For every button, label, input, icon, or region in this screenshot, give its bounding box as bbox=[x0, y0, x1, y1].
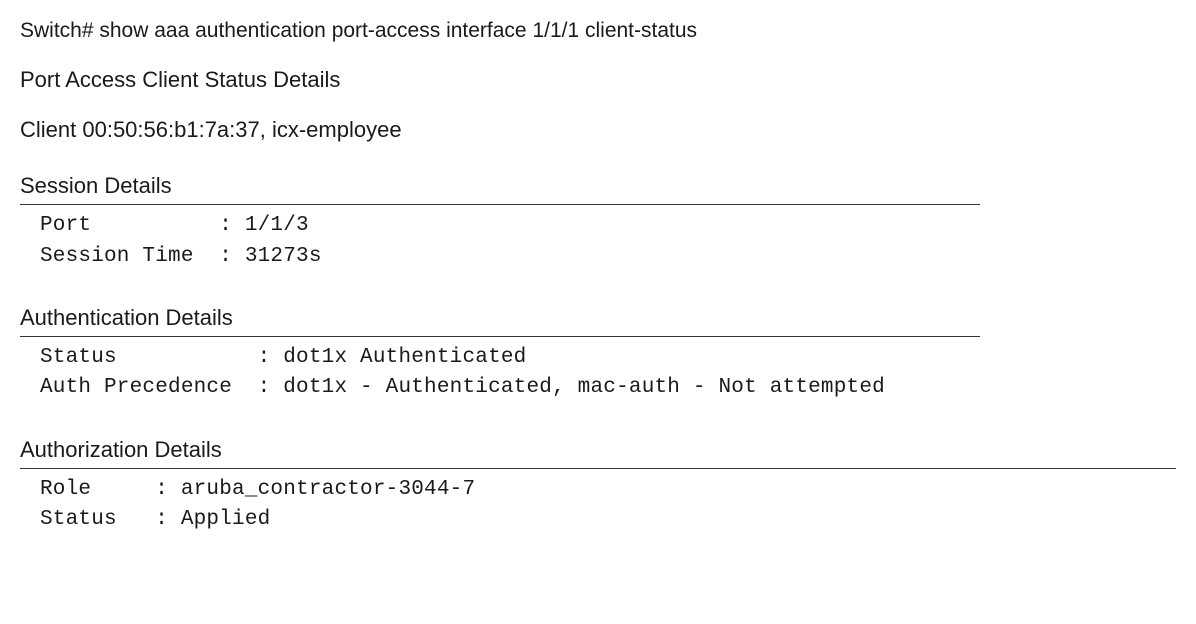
authorization-row: Status : Applied bbox=[40, 505, 1176, 535]
cli-command: Switch# show aaa authentication port-acc… bbox=[20, 16, 1176, 46]
session-heading: Session Details bbox=[20, 170, 1176, 202]
authentication-row: Auth Precedence : dot1x - Authenticated,… bbox=[40, 373, 1176, 403]
client-line: Client 00:50:56:b1:7a:37, icx-employee bbox=[20, 114, 1176, 146]
authentication-row: Status : dot1x Authenticated bbox=[40, 343, 1176, 373]
session-row: Session Time : 31273s bbox=[40, 242, 1176, 272]
session-row: Port : 1/1/3 bbox=[40, 211, 1176, 241]
authentication-rule bbox=[20, 336, 980, 337]
authorization-heading: Authorization Details bbox=[20, 434, 1176, 466]
authorization-row: Role : aruba_contractor-3044-7 bbox=[40, 475, 1176, 505]
authorization-rule bbox=[20, 468, 1176, 469]
authentication-heading: Authentication Details bbox=[20, 302, 1176, 334]
session-rule bbox=[20, 204, 980, 205]
page-title: Port Access Client Status Details bbox=[20, 64, 1176, 96]
